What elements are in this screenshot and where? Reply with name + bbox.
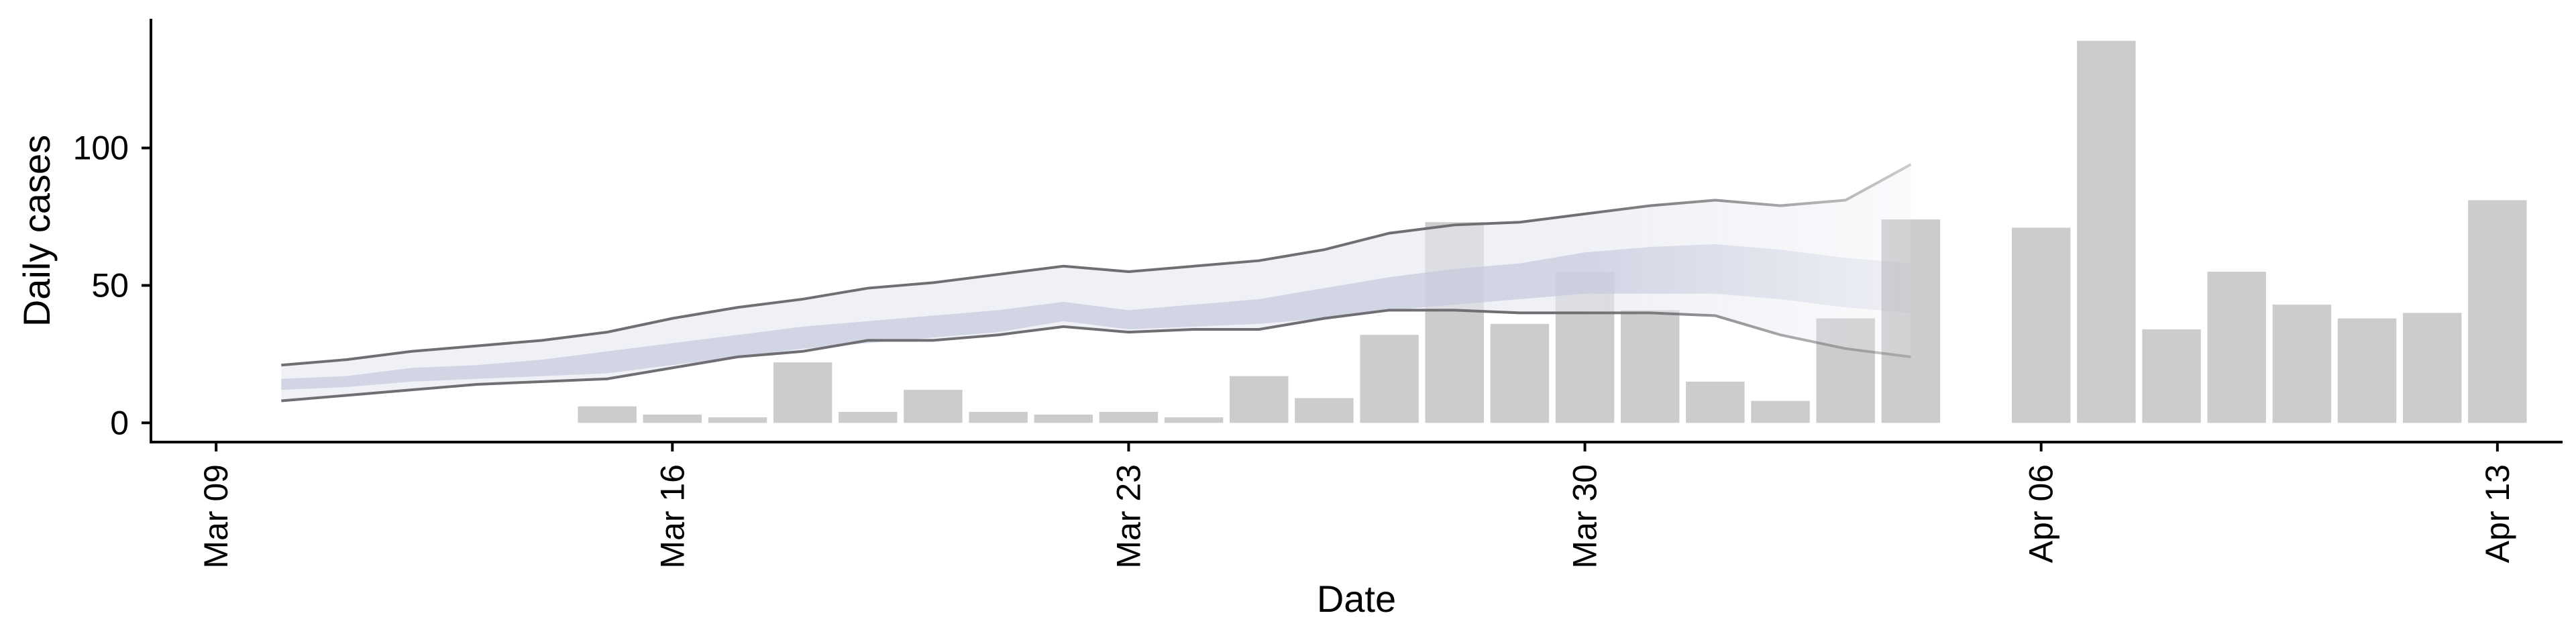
bar-2020-03-25 (1230, 376, 1289, 423)
x-tick-label-2020-03-30: Mar 30 (1566, 464, 1604, 569)
bar-2020-03-27 (1360, 335, 1419, 423)
bar-2020-03-21 (969, 411, 1028, 423)
x-ticks: Mar 09 Mar 16 Mar 23 Mar 30 Apr 06 Apr 13 (197, 442, 2516, 569)
bar-2020-03-15 (578, 406, 637, 423)
estimate-band-50 (281, 244, 1911, 390)
bar-2020-03-24 (1164, 417, 1224, 423)
bar-2020-03-16 (643, 415, 702, 423)
bars-layer (578, 40, 2527, 423)
x-tick-label-2020-04-13: Apr 13 (2479, 464, 2516, 563)
x-tick-label-2020-03-09: Mar 09 (197, 464, 235, 569)
bar-2020-03-19 (839, 411, 898, 423)
bar-2020-04-12 (2402, 313, 2462, 423)
x-tick-label-2020-03-23: Mar 23 (1110, 464, 1147, 569)
bar-2020-04-08 (2142, 329, 2201, 423)
bar-2020-03-22 (1034, 415, 1093, 423)
bar-2020-04-11 (2337, 318, 2397, 423)
y-tick-label-50: 50 (91, 266, 129, 304)
bar-2020-03-17 (708, 417, 767, 423)
x-tick-label-2020-03-16: Mar 16 (653, 464, 691, 569)
bar-2020-04-01 (1686, 381, 1745, 423)
bar-2020-04-09 (2207, 271, 2266, 423)
bar-2020-04-10 (2272, 305, 2332, 423)
estimate-band-layer (281, 163, 1912, 402)
bar-2020-04-06 (2011, 227, 2071, 423)
bar-2020-03-29 (1490, 323, 1550, 423)
bar-2020-03-26 (1295, 398, 1354, 423)
y-ticks: 0 50 100 (73, 129, 151, 441)
y-tick-label-100: 100 (73, 129, 129, 167)
bar-2020-03-31 (1621, 310, 1680, 423)
bar-2020-04-07 (2077, 40, 2136, 423)
x-tick-label-2020-04-06: Apr 06 (2023, 464, 2060, 563)
estimate-lower-line (281, 309, 1911, 402)
y-tick-label-0: 0 (110, 404, 129, 441)
x-axis-title: Date (1317, 578, 1396, 620)
estimate-upper-line (281, 163, 1912, 367)
bar-2020-04-02 (1751, 400, 1810, 423)
bar-2020-03-23 (1099, 411, 1159, 423)
bar-2020-04-13 (2468, 200, 2527, 423)
bar-2020-03-20 (904, 390, 963, 423)
y-axis-title: Daily cases (15, 135, 58, 327)
bar-2020-03-18 (773, 362, 833, 423)
